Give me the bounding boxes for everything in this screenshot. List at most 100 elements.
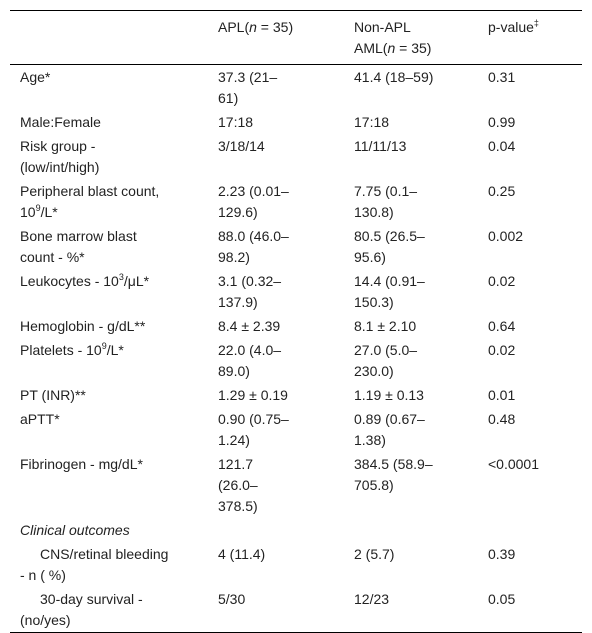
table-cell: 7.75 (0.1–130.8): [344, 179, 478, 224]
cell-text: 121.7 (26.0–378.5): [218, 456, 258, 514]
cell-text: 3/18/14: [218, 138, 265, 154]
cell-text: 37.3 (21–61): [218, 69, 278, 106]
table-cell: 0.89 (0.67–1.38): [344, 407, 478, 452]
table-cell: 0.02: [478, 338, 582, 383]
cell-text: 12/23: [354, 591, 390, 607]
cell-text: 0.02: [488, 342, 516, 358]
cell-text: 0.002: [488, 228, 524, 244]
superscript: 9: [35, 203, 41, 213]
cell-text: 0.64: [488, 318, 516, 334]
table-row: Male:Female 17:18 17:18 0.99: [10, 110, 582, 134]
table-cell: p-value‡: [478, 11, 582, 65]
table-row: Risk group - (low/int/high) 3/18/14 11/11/…: [10, 134, 582, 179]
cell-text: 0.90 (0.75–1.24): [218, 411, 289, 448]
cell-text: 88.0 (46.0–98.2): [218, 228, 289, 265]
cell-text: 27.0 (5.0–230.0): [354, 342, 418, 379]
table-cell: 88.0 (46.0–98.2): [208, 224, 344, 269]
table-cell: Non-APL AML(n = 35): [344, 11, 478, 65]
cell-text: 30-day survival - (no/yes): [20, 591, 143, 628]
table-body: Age* 37.3 (21–61) 41.4 (18–59) 0.31 Male:Fem…: [10, 65, 582, 633]
table-cell: Hemoglobin - g/dL**: [10, 314, 208, 338]
cell-text: 2 (5.7): [354, 546, 395, 562]
cell-text: = 35): [256, 19, 294, 35]
superscript: 9: [101, 341, 107, 351]
cell-text: 0.99: [488, 114, 516, 130]
cell-text: 0.39: [488, 546, 516, 562]
cell-text: 0.48: [488, 411, 516, 427]
cell-text: 0.25: [488, 183, 516, 199]
table-cell: 1.19 ± 0.13: [344, 383, 478, 407]
table-cell: 0.01: [478, 383, 582, 407]
table-row: Clinical outcomes: [10, 518, 582, 542]
cell-text: /μL*: [123, 273, 150, 289]
superscript: 3: [118, 272, 124, 282]
table-cell: 0.002: [478, 224, 582, 269]
table-cell: Fibrinogen - mg/dL*: [10, 452, 208, 518]
cell-text: 1.19 ± 0.13: [354, 387, 424, 403]
table-cell: 0.02: [478, 269, 582, 314]
cell-text: 41.4 (18–59): [354, 69, 434, 85]
cell-text: 17:18: [218, 114, 254, 130]
superscript: ‡: [533, 18, 539, 28]
table-cell: 22.0 (4.0–89.0): [208, 338, 344, 383]
table-row: Platelets - 109/L* 22.0 (4.0–89.0) 27.0 (5…: [10, 338, 582, 383]
table-cell: [208, 518, 344, 542]
cell-text: 11/11/13: [354, 138, 407, 154]
table-cell: 0.48: [478, 407, 582, 452]
cell-text: Non-APL AML(: [354, 19, 411, 56]
table-cell: Age*: [10, 65, 208, 111]
table-cell: 17:18: [344, 110, 478, 134]
cell-text: APL(: [218, 19, 250, 35]
table-cell: 41.4 (18–59): [344, 65, 478, 111]
table-cell: 8.4 ± 2.39: [208, 314, 344, 338]
cell-text: 3.1 (0.32–137.9): [218, 273, 282, 310]
table-cell: [344, 518, 478, 542]
table-row: aPTT* 0.90 (0.75–1.24) 0.89 (0.67–1.38) 0.4…: [10, 407, 582, 452]
cell-text: 22.0 (4.0–89.0): [218, 342, 282, 379]
table-cell: 5/30: [208, 587, 344, 633]
table-cell: 0.99: [478, 110, 582, 134]
cell-text: p-value: [488, 19, 534, 35]
table-row: Peripheral blast count, 109/L* 2.23 (0.01…: [10, 179, 582, 224]
table-cell: [478, 518, 582, 542]
italic-text: n: [249, 19, 257, 35]
table-cell: 384.5 (58.9–705.8): [344, 452, 478, 518]
table-cell: Bone marrow blast count - %*: [10, 224, 208, 269]
table-cell: Peripheral blast count, 109/L*: [10, 179, 208, 224]
cell-text: 0.04: [488, 138, 516, 154]
table-cell: [10, 11, 208, 65]
table-cell: 8.1 ± 2.10: [344, 314, 478, 338]
cell-text: 0.05: [488, 591, 516, 607]
table-cell: 12/23: [344, 587, 478, 633]
table-cell: 0.90 (0.75–1.24): [208, 407, 344, 452]
table-cell: 121.7 (26.0–378.5): [208, 452, 344, 518]
table-cell: Leukocytes - 103/μL*: [10, 269, 208, 314]
table-cell: CNS/retinal bleeding - n ( %): [10, 542, 208, 587]
cell-text: Peripheral blast count, 10: [20, 183, 160, 220]
table-cell: 14.4 (0.91–150.3): [344, 269, 478, 314]
table-cell: 0.05: [478, 587, 582, 633]
cell-text: 1.29 ± 0.19: [218, 387, 288, 403]
cell-text: <0.0001: [488, 456, 539, 472]
cell-text: Male:Female: [20, 114, 101, 130]
cell-text: Leukocytes - 10: [20, 273, 119, 289]
cell-text: 5/30: [218, 591, 246, 607]
cell-text: 4 (11.4): [218, 546, 266, 562]
table-cell: 17:18: [208, 110, 344, 134]
cell-text: 8.1 ± 2.10: [354, 318, 417, 334]
table-cell: <0.0001: [478, 452, 582, 518]
italic-text: Clinical outcomes: [20, 522, 130, 538]
cell-text: 14.4 (0.91–150.3): [354, 273, 425, 310]
table-cell: 11/11/13: [344, 134, 478, 179]
table-row: PT (INR)** 1.29 ± 0.19 1.19 ± 0.13 0.01: [10, 383, 582, 407]
cell-text: Platelets - 10: [20, 342, 102, 358]
table-row: Fibrinogen - mg/dL* 121.7 (26.0–378.5) 384…: [10, 452, 582, 518]
cell-text: 0.89 (0.67–1.38): [354, 411, 425, 448]
cell-text: Risk group - (low/int/high): [20, 138, 100, 175]
page: APL(n = 35) Non-APL AML(n = 35) p-value‡ A…: [10, 10, 582, 633]
cell-text: 17:18: [354, 114, 390, 130]
table-cell: 2.23 (0.01–129.6): [208, 179, 344, 224]
table-cell: 1.29 ± 0.19: [208, 383, 344, 407]
cell-text: Hemoglobin - g/dL**: [20, 318, 146, 334]
table-cell: APL(n = 35): [208, 11, 344, 65]
